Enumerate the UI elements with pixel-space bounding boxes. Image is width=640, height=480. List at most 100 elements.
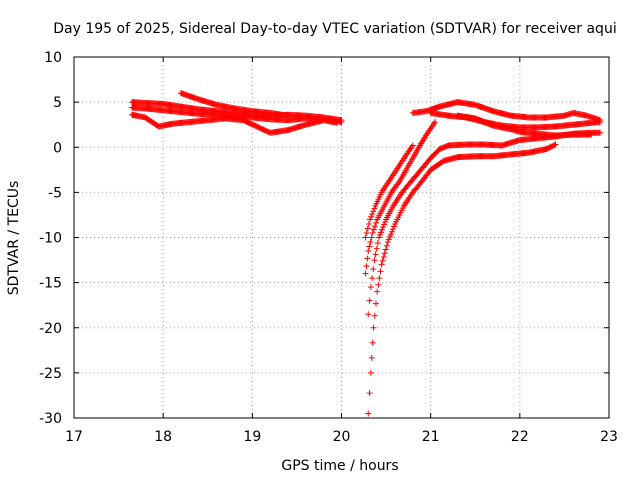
data-point bbox=[371, 223, 378, 230]
data-point bbox=[588, 131, 595, 138]
data-point bbox=[369, 211, 376, 218]
y-tick-label: -20 bbox=[39, 321, 62, 337]
data-point bbox=[369, 229, 376, 236]
data-point bbox=[375, 281, 382, 288]
data-point bbox=[382, 246, 389, 253]
data-point bbox=[432, 118, 439, 125]
data-point bbox=[371, 312, 378, 319]
data-point bbox=[387, 231, 394, 238]
data-point bbox=[376, 231, 383, 238]
data-point bbox=[367, 216, 374, 223]
data-point bbox=[373, 219, 380, 226]
data-point bbox=[366, 297, 373, 304]
data-point bbox=[551, 142, 558, 149]
x-tick-label: 23 bbox=[600, 429, 618, 445]
data-point bbox=[385, 236, 392, 243]
y-tick-label: -15 bbox=[39, 276, 62, 292]
series-track-4 bbox=[178, 90, 291, 119]
data-point bbox=[365, 248, 372, 255]
data-point bbox=[597, 129, 604, 136]
x-tick-label: 19 bbox=[243, 429, 261, 445]
y-tick-label: -30 bbox=[39, 411, 62, 427]
data-point bbox=[377, 268, 384, 275]
data-point bbox=[386, 233, 393, 240]
data-point bbox=[374, 288, 381, 295]
series-track-2 bbox=[128, 104, 345, 125]
series-track-5 bbox=[365, 141, 559, 417]
data-point bbox=[367, 239, 374, 246]
x-tick-label: 17 bbox=[65, 429, 83, 445]
data-point bbox=[366, 390, 373, 397]
data-point bbox=[375, 234, 382, 241]
data-point bbox=[409, 142, 416, 149]
data-point bbox=[371, 205, 378, 212]
series-track-6 bbox=[365, 129, 604, 318]
data-point bbox=[369, 339, 376, 346]
data-point bbox=[384, 239, 391, 246]
y-tick-label: 5 bbox=[53, 95, 62, 111]
data-point bbox=[363, 263, 370, 270]
data-point bbox=[370, 226, 377, 233]
x-tick-label: 22 bbox=[511, 429, 529, 445]
data-point bbox=[388, 228, 395, 235]
series-track-8 bbox=[362, 142, 416, 241]
data-point bbox=[364, 225, 371, 232]
data-point bbox=[372, 251, 379, 258]
data-point bbox=[379, 257, 386, 264]
x-tick-label: 18 bbox=[154, 429, 172, 445]
data-point bbox=[368, 354, 375, 361]
data-point bbox=[597, 118, 604, 125]
series-track-7 bbox=[362, 118, 439, 277]
data-point bbox=[383, 242, 390, 249]
data-point bbox=[370, 208, 377, 215]
y-tick-label: -10 bbox=[39, 231, 62, 247]
data-point bbox=[338, 118, 345, 125]
data-point bbox=[381, 221, 388, 228]
chart-title: Day 195 of 2025, Sidereal Day-to-day VTE… bbox=[53, 21, 616, 37]
data-point bbox=[365, 220, 372, 227]
axis-ticks: 17 18 19 20 21 22 23 -30 -25 -20 -15 -10 -5 0 5 10 bbox=[39, 50, 618, 445]
grid-lines bbox=[74, 57, 609, 418]
x-tick-label: 21 bbox=[422, 429, 440, 445]
data-point bbox=[372, 300, 379, 307]
data-point bbox=[380, 254, 387, 261]
data-point bbox=[376, 275, 383, 282]
y-tick-label: -5 bbox=[48, 185, 62, 201]
data-point bbox=[382, 219, 389, 226]
data-point bbox=[362, 234, 369, 241]
data-point bbox=[552, 141, 559, 148]
series-track-9 bbox=[409, 99, 604, 124]
data-point bbox=[367, 284, 374, 291]
series-track-10 bbox=[427, 109, 604, 131]
data-point bbox=[374, 240, 381, 247]
data-point bbox=[285, 112, 291, 119]
data-point bbox=[362, 270, 369, 277]
data-point bbox=[371, 257, 378, 264]
data-point bbox=[377, 229, 384, 236]
data-point bbox=[364, 255, 371, 262]
data-point bbox=[378, 261, 385, 268]
data-point bbox=[334, 119, 341, 126]
data-point bbox=[373, 245, 380, 252]
data-point bbox=[370, 266, 377, 273]
data-point bbox=[365, 311, 372, 318]
x-axis-label: GPS time / hours bbox=[281, 458, 398, 474]
data-point bbox=[367, 369, 374, 376]
series-track-11 bbox=[454, 112, 595, 139]
data-point bbox=[365, 410, 372, 417]
data-point bbox=[368, 213, 375, 220]
x-tick-label: 20 bbox=[333, 429, 351, 445]
data-point bbox=[363, 229, 370, 236]
y-tick-label: -25 bbox=[39, 366, 62, 382]
data-point bbox=[381, 250, 388, 257]
y-tick-label: 0 bbox=[53, 140, 62, 156]
y-tick-label: 10 bbox=[44, 50, 62, 66]
data-point bbox=[366, 243, 373, 250]
data-point bbox=[389, 226, 396, 233]
data-point bbox=[370, 324, 377, 331]
y-axis-label: SDTVAR / TECUs bbox=[6, 181, 22, 296]
data-points bbox=[128, 90, 604, 417]
data-point bbox=[390, 223, 397, 230]
data-point bbox=[380, 224, 387, 231]
